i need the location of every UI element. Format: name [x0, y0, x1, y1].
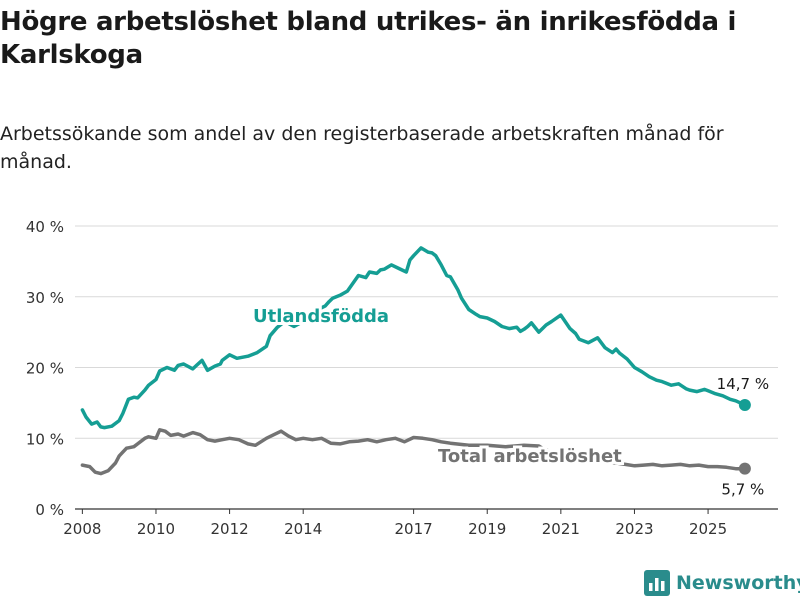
y-tick-label: 20 % [26, 360, 64, 378]
endpoint-dot-utlandsfodda [738, 398, 751, 411]
y-tick-label: 10 % [26, 430, 64, 448]
chart-title: Högre arbetslöshet bland utrikes- än inr… [0, 7, 737, 70]
series-line-utlandsfodda [80, 246, 747, 430]
x-tick-label: 2019 [468, 520, 506, 538]
series-label-total: Total arbetslöshet [438, 446, 622, 467]
endpoint-dot-total [738, 462, 751, 475]
x-axis: 2008 2010 2012 2014 2017 2019 2021 2023 2025 [63, 509, 727, 538]
y-tick-label: 30 % [26, 289, 64, 307]
series-label-utlandsfodda: Utlandsfödda [253, 306, 389, 327]
x-tick-label: 2008 [63, 520, 101, 538]
newsworthy-brand: Newsworthy [644, 568, 800, 598]
end-label-total: 5,7 % [721, 481, 764, 499]
y-tick-label: 0 % [35, 501, 64, 519]
x-tick-label: 2014 [284, 520, 322, 538]
series-line-total [80, 428, 747, 476]
series-lines [80, 246, 751, 476]
x-tick-label: 2010 [137, 520, 175, 538]
y-axis: 0 % 10 % 20 % 30 % 40 % [26, 218, 64, 519]
end-label-utlandsfodda: 14,7 % [717, 375, 769, 393]
x-tick-label: 2023 [615, 520, 653, 538]
y-tick-label: 40 % [26, 218, 64, 236]
x-tick-label: 2025 [689, 520, 727, 538]
line-chart: 0 % 10 % 20 % 30 % 40 % 2008 2010 2012 2014 2017… [26, 218, 778, 538]
series-labels: Utlandsfödda Total arbetslöshet 14,7 % 5,7 … [250, 303, 769, 499]
x-tick-label: 2012 [210, 520, 248, 538]
x-tick-label: 2017 [395, 520, 433, 538]
x-tick-label: 2021 [542, 520, 580, 538]
brand-name: Newsworthy [676, 572, 800, 594]
chart-subtitle: Arbetssökande som andel av den registerb… [0, 123, 724, 173]
bar-chart-logo-icon [644, 570, 670, 596]
